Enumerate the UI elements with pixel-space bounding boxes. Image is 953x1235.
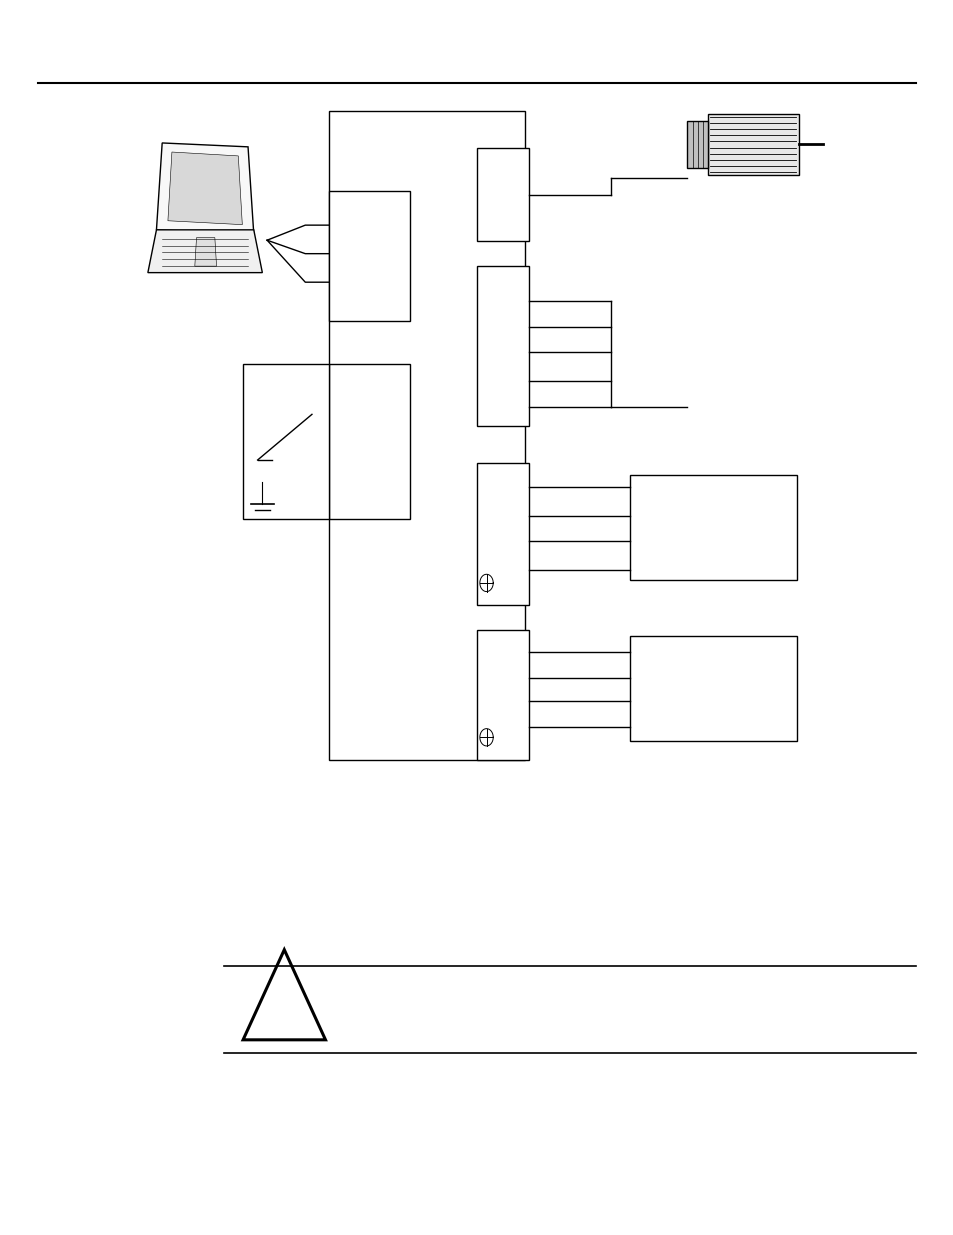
Bar [686, 121, 707, 168]
Bar [329, 191, 410, 321]
Bar [329, 111, 524, 760]
Polygon shape [168, 152, 242, 225]
Bar [707, 114, 798, 175]
Bar [329, 364, 410, 519]
Polygon shape [194, 237, 216, 267]
Bar [476, 148, 529, 241]
Polygon shape [156, 143, 253, 233]
Bar [476, 630, 529, 760]
Bar [476, 266, 529, 426]
Polygon shape [243, 950, 325, 1040]
Bar [476, 463, 529, 605]
Bar [243, 364, 329, 519]
Bar [629, 636, 796, 741]
Polygon shape [148, 230, 262, 273]
Bar [629, 475, 796, 580]
